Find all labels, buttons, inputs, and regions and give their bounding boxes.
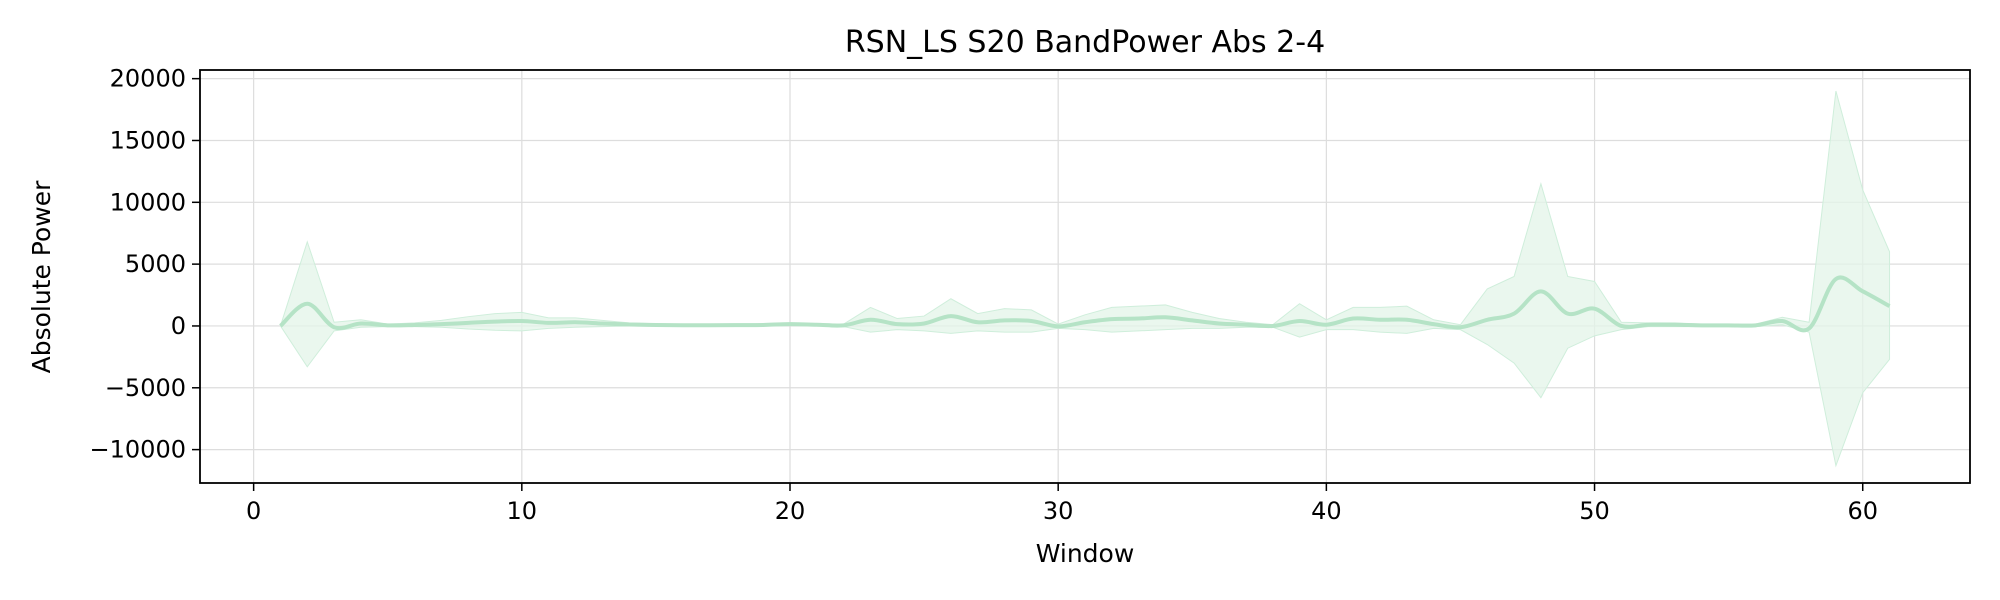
plot-area [279,90,1891,468]
x-tick-label: 60 [1847,497,1878,525]
x-axis-label: Window [1036,539,1135,568]
x-tick-label: 40 [1311,497,1342,525]
y-tick-label: −10000 [90,436,186,464]
grid-lines [200,70,1970,483]
y-axis-ticks: 20000 15000 10000 5000 0 −5000 −10000 [90,65,200,464]
x-axis-ticks: 0 10 20 30 40 50 60 [246,483,1878,525]
x-tick-label: 0 [246,497,261,525]
y-tick-label: 10000 [110,188,186,216]
x-tick-label: 20 [775,497,806,525]
y-tick-label: 0 [171,312,186,340]
y-tick-label: 5000 [125,250,186,278]
x-tick-label: 50 [1579,497,1610,525]
y-axis-label: Absolute Power [27,180,56,374]
plot-frame [199,69,1971,484]
x-tick-label: 30 [1043,497,1074,525]
y-tick-label: 15000 [110,126,186,154]
series-mean-line [279,275,1891,333]
x-tick-label: 10 [507,497,538,525]
y-tick-label: 20000 [110,65,186,93]
y-tick-label: −5000 [105,374,186,402]
chart-title: RSN_LS S20 BandPower Abs 2-4 [845,25,1325,60]
